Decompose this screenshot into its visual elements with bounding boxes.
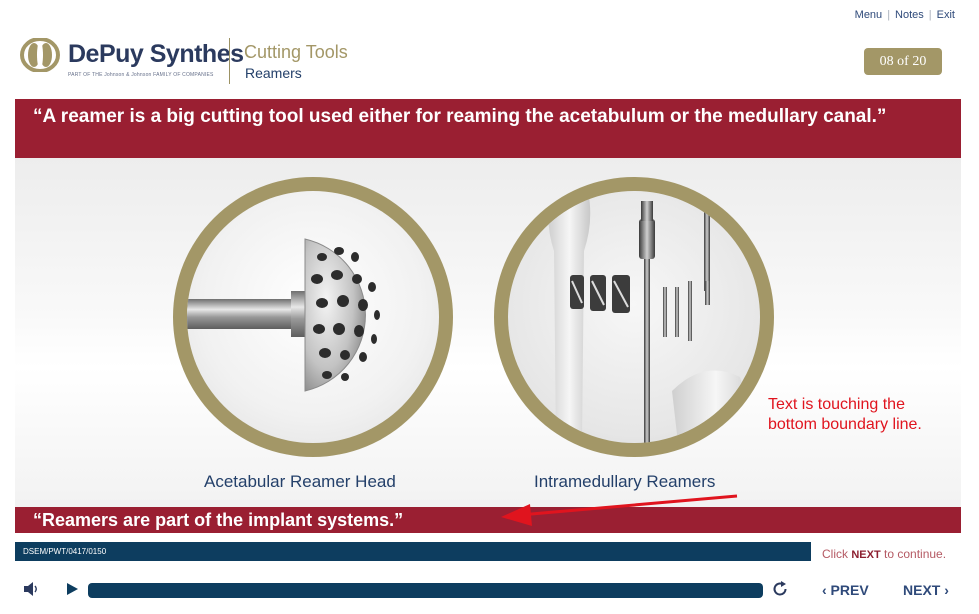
continue-hint: Click NEXT to continue. [822, 547, 946, 561]
caption-acetabular-reamer-head: Acetabular Reamer Head [204, 472, 396, 491]
module-subtitle: Reamers [245, 65, 302, 81]
course-code-bar: DSEM/PWT/0417/0150 [15, 542, 811, 561]
menu-link[interactable]: Menu [854, 9, 883, 21]
replay-icon[interactable] [771, 580, 789, 598]
separator: | [928, 9, 932, 21]
top-links: Menu | Notes | Exit [855, 9, 955, 21]
page-indicator: 08 of 20 [864, 48, 942, 75]
module-title: Cutting Tools [244, 42, 348, 62]
content-stage: Acetabular Reamer Head Intramedullary Re… [15, 158, 961, 507]
hint-suffix: to continue. [880, 547, 947, 561]
hint-keyword: NEXT [851, 549, 881, 561]
playback-progress-bar[interactable] [88, 583, 763, 598]
caption-intramedullary-reamers: Intramedullary Reamers [534, 472, 716, 491]
hint-prefix: Click [822, 547, 852, 561]
image-frame-acetabular [173, 177, 453, 457]
exit-link[interactable]: Exit [936, 9, 955, 21]
brand-mark-icon [20, 38, 60, 72]
review-annotation: Text is touching the bottom boundary lin… [768, 396, 922, 433]
play-icon[interactable] [64, 580, 80, 598]
course-code: DSEM/PWT/0417/0150 [23, 547, 107, 556]
brand-tagline: PART OF THE Johnson & Johnson FAMILY OF … [68, 72, 214, 78]
header-divider [229, 38, 230, 84]
depuy-synthes-logo: DePuy Synthes PART OF THE Johnson & John… [20, 38, 244, 86]
image-frame-intramedullary [494, 177, 774, 457]
speaker-icon[interactable] [22, 580, 40, 598]
intramedullary-reamers-image [548, 191, 760, 443]
prev-button[interactable]: ‹ PREV [822, 582, 869, 598]
brand-name: DePuy Synthes [68, 40, 244, 68]
next-button[interactable]: NEXT › [903, 582, 949, 598]
separator: | [887, 9, 891, 21]
quote-banner-top: “A reamer is a big cutting tool used eit… [15, 99, 961, 158]
acetabular-reamer-image [187, 238, 380, 392]
quote-banner-bottom: “Reamers are part of the implant systems… [15, 507, 961, 533]
notes-link[interactable]: Notes [895, 9, 924, 21]
